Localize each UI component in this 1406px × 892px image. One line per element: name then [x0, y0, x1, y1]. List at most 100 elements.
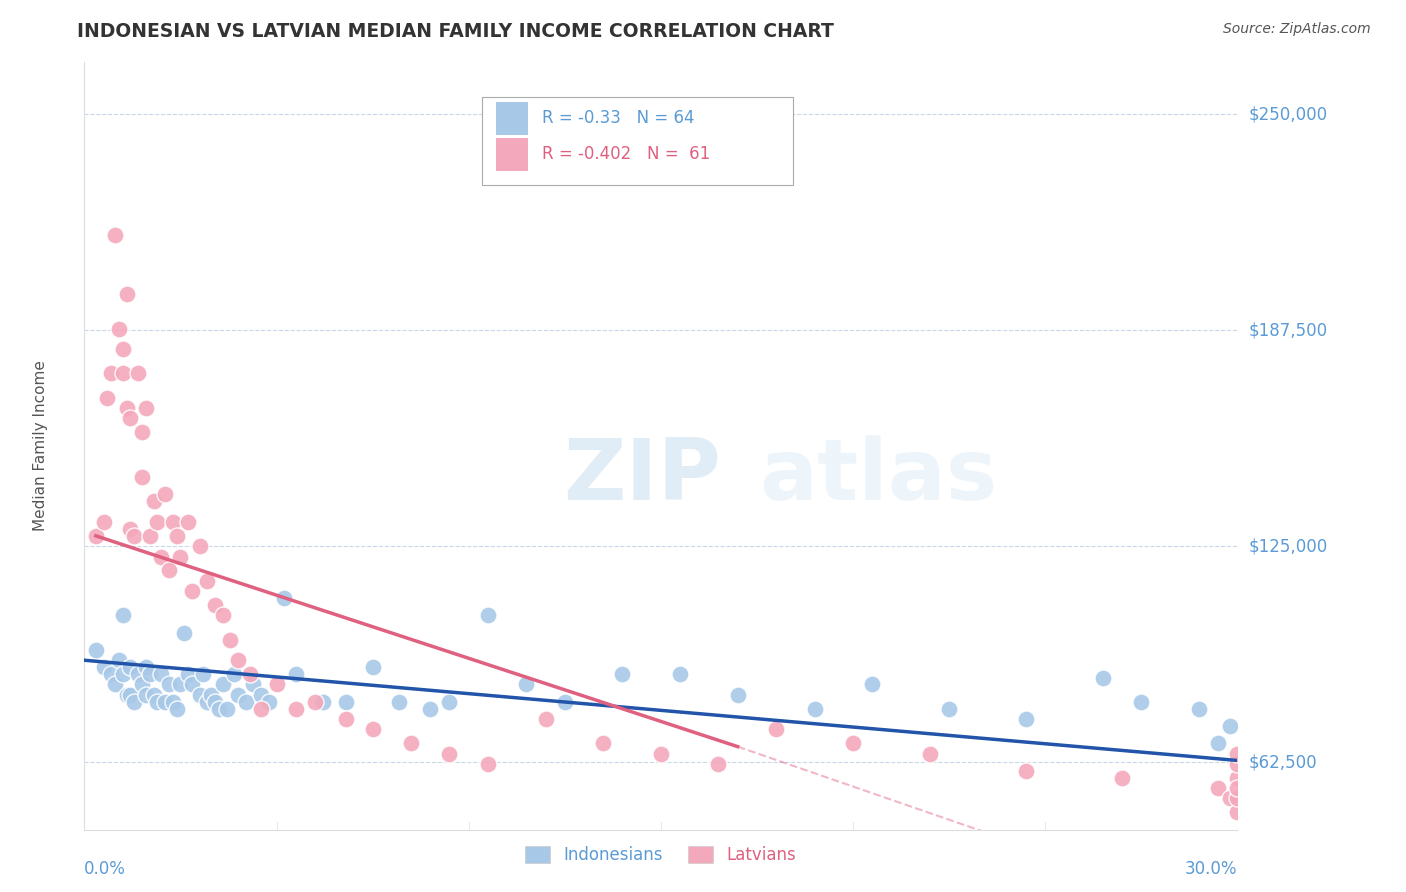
- Point: [335, 695, 357, 709]
- Point: [612, 667, 634, 681]
- Point: [138, 667, 160, 681]
- Point: [124, 529, 146, 543]
- Point: [115, 688, 138, 702]
- Point: [104, 228, 127, 243]
- Point: [135, 660, 157, 674]
- Point: [250, 688, 273, 702]
- Point: [150, 667, 173, 681]
- Point: [111, 608, 134, 623]
- Point: [1188, 701, 1211, 715]
- Point: [803, 701, 825, 715]
- Point: [166, 701, 188, 715]
- Point: [669, 667, 692, 681]
- Point: [127, 667, 149, 681]
- Text: R = -0.402   N =  61: R = -0.402 N = 61: [543, 145, 710, 163]
- Point: [250, 701, 273, 715]
- Point: [111, 667, 134, 681]
- Point: [284, 701, 307, 715]
- Point: [707, 756, 730, 771]
- Point: [860, 677, 883, 691]
- Point: [131, 677, 153, 691]
- Text: ZIP: ZIP: [562, 435, 720, 518]
- Point: [284, 667, 307, 681]
- Point: [1226, 781, 1249, 796]
- Point: [181, 677, 204, 691]
- Point: [335, 712, 357, 726]
- Point: [100, 367, 122, 381]
- Point: [166, 529, 188, 543]
- Point: [242, 677, 264, 691]
- Point: [477, 756, 499, 771]
- Point: [727, 688, 749, 702]
- Point: [204, 598, 226, 612]
- Point: [1226, 805, 1249, 820]
- Point: [211, 677, 233, 691]
- Text: 30.0%: 30.0%: [1185, 860, 1237, 878]
- Point: [177, 667, 200, 681]
- Point: [477, 608, 499, 623]
- Point: [127, 367, 149, 381]
- Point: [124, 695, 146, 709]
- Point: [1111, 771, 1133, 785]
- FancyBboxPatch shape: [482, 97, 793, 186]
- Point: [162, 695, 184, 709]
- Point: [239, 667, 262, 681]
- Point: [273, 591, 295, 605]
- Point: [439, 747, 461, 761]
- Point: [120, 411, 142, 425]
- Point: [135, 401, 157, 415]
- Point: [419, 701, 441, 715]
- Point: [1015, 712, 1038, 726]
- Text: R = -0.33   N = 64: R = -0.33 N = 64: [543, 110, 695, 128]
- Point: [84, 643, 107, 657]
- Point: [120, 688, 142, 702]
- FancyBboxPatch shape: [496, 138, 529, 170]
- Point: [439, 695, 461, 709]
- Point: [153, 695, 176, 709]
- Point: [219, 632, 242, 647]
- FancyBboxPatch shape: [496, 103, 529, 135]
- Text: 0.0%: 0.0%: [84, 860, 127, 878]
- Point: [188, 539, 211, 553]
- Point: [235, 695, 257, 709]
- Text: Median Family Income: Median Family Income: [34, 360, 48, 532]
- Point: [592, 736, 614, 750]
- Point: [181, 584, 204, 599]
- Point: [146, 515, 169, 529]
- Text: $62,500: $62,500: [1249, 753, 1317, 772]
- Point: [100, 667, 122, 681]
- Text: atlas: atlas: [759, 435, 997, 518]
- Point: [195, 574, 218, 588]
- Point: [1226, 771, 1249, 785]
- Point: [111, 367, 134, 381]
- Point: [157, 563, 180, 577]
- Point: [211, 608, 233, 623]
- Point: [146, 695, 169, 709]
- Point: [534, 712, 557, 726]
- Point: [162, 515, 184, 529]
- Point: [204, 695, 226, 709]
- Point: [311, 695, 333, 709]
- Point: [266, 677, 288, 691]
- Point: [115, 401, 138, 415]
- Point: [1219, 719, 1241, 733]
- Point: [84, 529, 107, 543]
- Point: [193, 667, 215, 681]
- Point: [188, 688, 211, 702]
- Point: [554, 695, 576, 709]
- Point: [215, 701, 238, 715]
- Point: [153, 487, 176, 501]
- Point: [1130, 695, 1153, 709]
- Point: [765, 723, 787, 737]
- Point: [1206, 736, 1229, 750]
- Point: [1219, 791, 1241, 805]
- Point: [131, 425, 153, 440]
- Point: [226, 653, 249, 667]
- Point: [93, 515, 115, 529]
- Point: [208, 701, 231, 715]
- Point: [108, 653, 131, 667]
- Point: [842, 736, 865, 750]
- Point: [200, 688, 222, 702]
- Text: $250,000: $250,000: [1249, 105, 1327, 123]
- Point: [96, 391, 118, 405]
